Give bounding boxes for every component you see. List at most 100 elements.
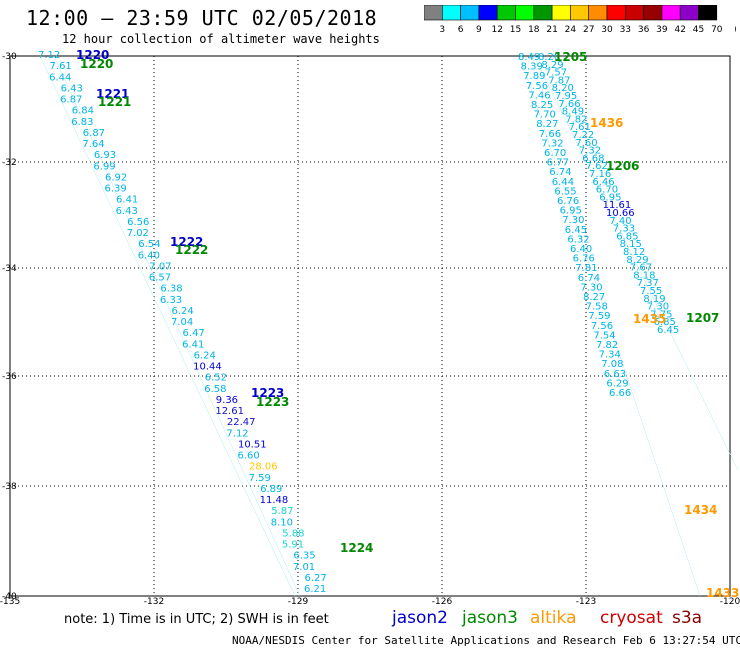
colorbar-label: 27: [583, 25, 594, 35]
wave-height-value: 6.24: [171, 306, 193, 317]
colorbar-label: 24: [565, 25, 577, 35]
latitude-label: -38: [2, 482, 17, 492]
wave-height-value: 7.22: [572, 130, 594, 141]
wave-height-value: 7.07: [149, 261, 171, 272]
wave-height-value: 8.18: [633, 270, 655, 281]
wave-height-value: 7.57: [545, 68, 567, 79]
wave-height-value: 6.24: [194, 350, 216, 361]
colorbar-label: 6: [458, 25, 464, 35]
colorbar-label: 42: [674, 25, 685, 35]
wave-height-value: 6.89: [260, 484, 282, 495]
credit-line: NOAA/NESDIS Center for Satellite Applica…: [232, 634, 740, 647]
legend-cryosat: cryosat: [600, 608, 663, 628]
wave-height-value: 7.66: [558, 99, 580, 110]
wave-height-value: 6.27: [304, 573, 326, 584]
wave-height-value: 8.49: [518, 52, 540, 63]
colorbar-label: 3: [439, 25, 445, 35]
wave-height-value: 7.30: [580, 282, 602, 293]
wave-height-value: 6.95: [560, 206, 582, 217]
pass-time-label: 1433: [706, 586, 739, 600]
wave-height-value: 7.64: [82, 139, 104, 150]
wave-height-value: 6.33: [160, 295, 182, 306]
colorbar-label: 9: [476, 25, 482, 35]
wave-height-value: 7.62: [586, 161, 608, 172]
wave-height-value: 7.46: [528, 90, 550, 101]
colorbar-label: 21: [546, 25, 557, 35]
wave-height-value: 7.70: [534, 110, 556, 121]
wave-height-value: 7.59: [588, 311, 610, 322]
latitude-label: -36: [2, 372, 17, 382]
colorbar-label: 15: [510, 25, 521, 35]
wave-height-value: 6.56: [127, 217, 149, 228]
wave-height-value: 6.40: [570, 244, 592, 255]
wave-height-value: 6.58: [204, 384, 226, 395]
wave-height-value: 6.70: [596, 185, 618, 196]
pass-time-label: 1221: [96, 87, 129, 101]
satellite-ground-track: [519, 55, 701, 597]
map-frame: [9, 55, 731, 597]
wave-height-value: 28.06: [249, 462, 278, 473]
wave-height-value: 6.52: [205, 373, 227, 384]
wave-height-value: 5.91: [282, 540, 304, 551]
wave-height-value: 6.35: [293, 551, 315, 562]
wave-height-value: 7.40: [609, 216, 631, 227]
wave-height-value: 7.75: [650, 309, 672, 320]
wave-height-value: 8.29: [541, 60, 563, 71]
wave-height-value: 6.77: [547, 158, 569, 169]
wave-height-value: 7.04: [171, 317, 193, 328]
legend-altika: altika: [530, 608, 577, 628]
wave-height-value: 8.27: [583, 292, 605, 303]
wave-height-value: 6.32: [567, 234, 589, 245]
wave-height-value: 12.61: [215, 406, 244, 417]
colorbar-label: 30: [601, 25, 613, 35]
colorbar-swatch: [698, 5, 718, 21]
pass-time-label: 1220: [76, 48, 109, 62]
wave-height-value: 22.47: [227, 417, 256, 428]
wave-height-value: 7.87: [548, 75, 570, 86]
wave-height-value: 7.95: [555, 91, 577, 102]
wave-height-value: 8.39: [521, 62, 543, 73]
note-text: note: 1) Time is in UTC; 2) SWH is in fe…: [64, 612, 329, 627]
wave-height-value: 7.82: [565, 114, 587, 125]
legend-s3a: s3a: [672, 608, 703, 628]
wave-height-value: 7.12: [226, 428, 248, 439]
pass-time-label: 1221: [98, 95, 131, 109]
wave-height-value: 6.41: [182, 339, 204, 350]
wave-height-value: 8.27: [536, 119, 558, 130]
pass-time-label: 1435: [633, 312, 666, 326]
wave-height-value: 6.76: [573, 254, 595, 265]
chart-subtitle: 12 hour collection of altimeter wave hei…: [62, 32, 380, 46]
wave-height-value: 7.56: [591, 321, 613, 332]
colorbar-label: 18: [528, 25, 540, 35]
wave-height-value: 6.45: [657, 325, 679, 336]
longitude-label: -126: [432, 597, 453, 606]
wave-height-value: 6.85: [616, 231, 638, 242]
wave-height-value: 6.87: [60, 95, 82, 106]
wave-height-value: 6.45: [565, 225, 587, 236]
chart-title: 12:00 – 23:59 UTC 02/05/2018: [26, 6, 378, 30]
wave-height-value: 7.56: [526, 81, 548, 92]
wave-height-value: 7.37: [637, 278, 659, 289]
wave-height-value: 7.81: [575, 263, 597, 274]
wave-height-value: 6.44: [49, 72, 71, 83]
latitude-label: -32: [2, 158, 17, 168]
wave-height-value: 6.60: [238, 451, 260, 462]
wave-height-value: 8.19: [643, 294, 665, 305]
wave-height-value: 6.44: [552, 177, 574, 188]
colorbar-label: 39: [656, 25, 668, 35]
wave-height-value: 7.54: [593, 330, 615, 341]
colorbar-label: 70: [711, 25, 723, 35]
longitude-label: -135: [0, 597, 20, 606]
wave-height-value: 7.66: [539, 129, 561, 140]
wave-height-value: 10.44: [193, 362, 222, 373]
longitude-label: -129: [288, 597, 309, 606]
wave-height-value: 8.10: [271, 517, 293, 528]
wave-height-value: 6.84: [72, 106, 94, 117]
wave-height-value: 7.16: [589, 169, 611, 180]
wave-height-value: 6.66: [609, 388, 631, 399]
wave-height-value: 8.49: [562, 107, 584, 118]
wave-height-value: 7.89: [523, 71, 545, 82]
wave-height-value: 7.30: [562, 215, 584, 226]
wave-height-value: 6.38: [160, 284, 182, 295]
wave-height-value: 6.92: [105, 172, 127, 183]
